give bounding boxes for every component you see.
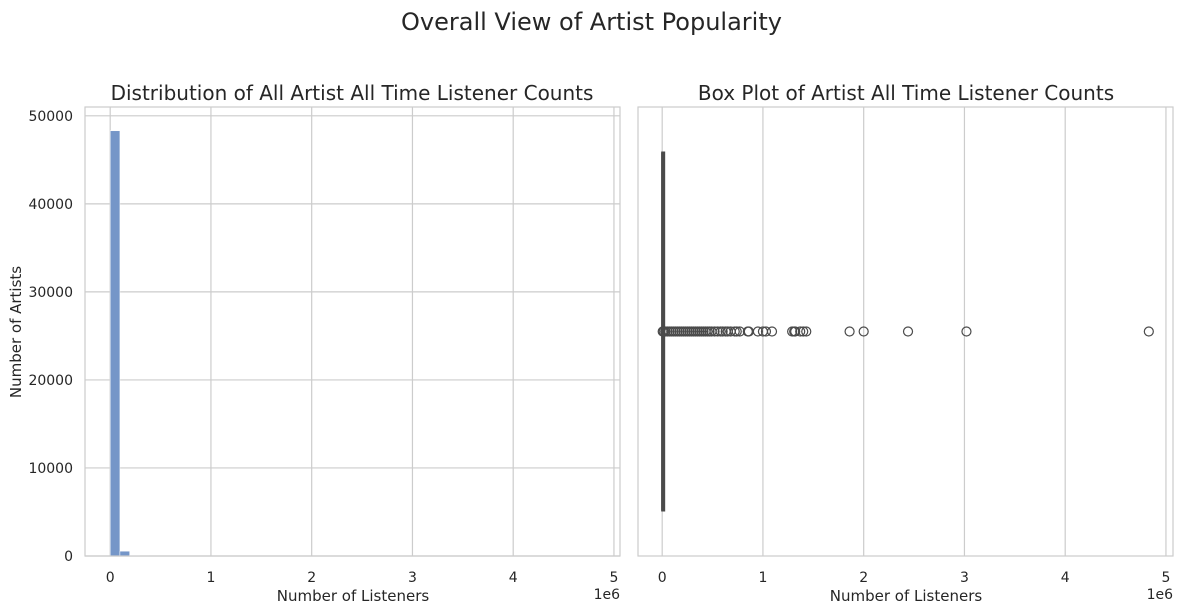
boxplot-fliers: [657, 326, 1154, 337]
boxplot-frame: [637, 106, 1174, 557]
histogram-bar: [119, 550, 130, 557]
histogram-y-tick-label: 30000: [28, 285, 73, 301]
histogram-x-axis-label: Number of Listeners: [277, 587, 430, 605]
histogram-y-tick-label: 40000: [28, 197, 73, 213]
boxplot-title: Box Plot of Artist All Time Listener Cou…: [698, 81, 1114, 105]
boxplot-flier: [790, 326, 801, 337]
histogram-x-tick-label: 1: [206, 570, 215, 586]
boxplot-x-tick-labels: 0 1 2 3 4 5: [658, 570, 1171, 586]
histogram-x-tick-labels: 0 1 2 3 4 5: [106, 570, 619, 586]
boxplot-flier: [766, 326, 778, 337]
boxplot-x-axis-label: Number of Listeners: [830, 587, 983, 605]
boxplot-x-tick-label: 4: [1061, 570, 1070, 586]
boxplot-flier: [795, 326, 806, 337]
histogram-axes: 0 1 2 3 4 5 0 10000 20000 30000 40000 50000 Distri…: [7, 81, 621, 605]
boxplot-flier: [858, 326, 869, 337]
histogram-y-tick-labels: 0 10000 20000 30000 40000 50000: [28, 109, 73, 565]
boxplot-flier: [760, 326, 772, 337]
histogram-y-tick-label: 50000: [28, 109, 73, 125]
boxplot-flier: [844, 326, 855, 337]
boxplot-x-tick-label: 1: [758, 570, 767, 586]
histogram-y-axis-label: Number of Artists: [7, 266, 25, 398]
boxplot-flier: [961, 326, 972, 337]
histogram-x-tick-label: 3: [408, 570, 417, 586]
boxplot-flier: [801, 326, 812, 337]
boxplot-flier: [798, 326, 809, 337]
boxplot-axes: 0 1 2 3 4 5 Box Plot of Artist All Time Liste…: [637, 81, 1174, 605]
boxplot-gridlines: [661, 107, 1167, 556]
histogram-x-offset-label: 1e6: [594, 587, 621, 603]
boxplot-x-tick-label: 3: [960, 570, 969, 586]
histogram-x-tick-label: 0: [106, 570, 115, 586]
boxplot-x-tick-label: 2: [859, 570, 868, 586]
histogram-x-tick-label: 5: [609, 570, 618, 586]
histogram-gridlines: [85, 107, 620, 557]
histogram-bar: [109, 130, 121, 557]
boxplot-flier: [1143, 326, 1154, 337]
boxplot-x-offset-label: 1e6: [1147, 587, 1174, 603]
histogram-x-tick-label: 4: [509, 570, 518, 586]
boxplot-flier: [731, 326, 742, 337]
boxplot-x-tick-label: 0: [658, 570, 667, 586]
boxplot-flier: [902, 326, 914, 337]
boxplot-flier: [712, 326, 723, 337]
histogram-y-tick-label: 20000: [28, 373, 73, 389]
boxplot-flier: [717, 326, 728, 337]
histogram-frame: [84, 106, 621, 557]
boxplot-flier: [752, 326, 763, 337]
figure-suptitle: Overall View of Artist Popularity: [401, 8, 782, 36]
histogram-bars: [109, 130, 598, 557]
histogram-title: Distribution of All Artist All Time List…: [111, 81, 594, 105]
boxplot-x-tick-label: 5: [1161, 570, 1170, 586]
histogram-y-tick-label: 0: [64, 549, 73, 565]
boxplot-flier: [709, 326, 720, 337]
histogram-y-tick-label: 10000: [28, 461, 73, 477]
histogram-x-tick-label: 2: [307, 570, 316, 586]
